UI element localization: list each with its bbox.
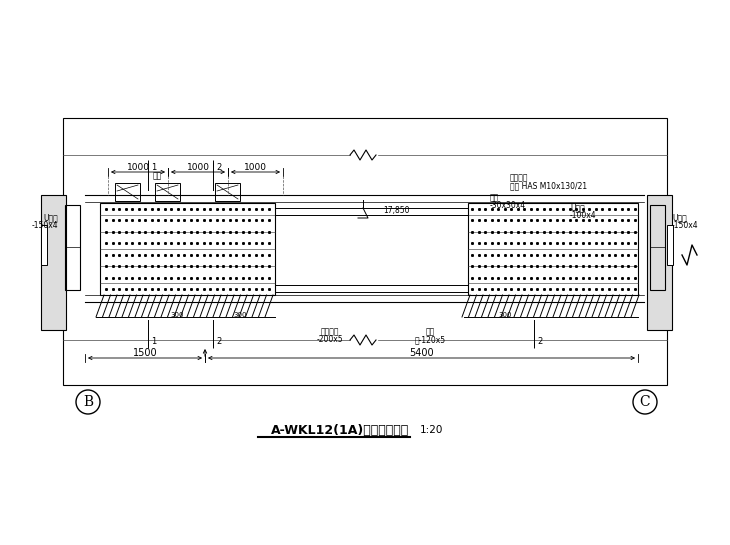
Text: -200x5: -200x5 bbox=[317, 336, 343, 344]
Text: 17,850: 17,850 bbox=[383, 205, 410, 215]
Bar bbox=[100, 203, 275, 295]
Bar bbox=[155, 183, 180, 201]
Text: 化学锚栓: 化学锚栓 bbox=[510, 173, 529, 183]
Text: B: B bbox=[83, 395, 93, 409]
Text: 锚栓 HAS M10x130/21: 锚栓 HAS M10x130/21 bbox=[510, 181, 587, 191]
Text: 1000: 1000 bbox=[186, 162, 210, 172]
Text: 2: 2 bbox=[216, 336, 221, 346]
Text: 加固钢板: 加固钢板 bbox=[320, 328, 339, 336]
Text: 5400: 5400 bbox=[410, 348, 434, 358]
Text: 1500: 1500 bbox=[133, 348, 157, 358]
Text: 300: 300 bbox=[499, 312, 512, 318]
Text: 1: 1 bbox=[151, 162, 156, 172]
Text: -100x4: -100x4 bbox=[570, 211, 596, 221]
Text: U形钢: U形钢 bbox=[672, 214, 687, 222]
Text: -150x4: -150x4 bbox=[31, 221, 58, 231]
Bar bbox=[215, 183, 240, 201]
Text: -30x30x4: -30x30x4 bbox=[490, 202, 526, 210]
Bar bbox=[63, 118, 667, 385]
Text: 1: 1 bbox=[151, 336, 156, 346]
Bar bbox=[65, 205, 80, 290]
Text: 钢板: 钢板 bbox=[426, 328, 434, 336]
Text: U形钢: U形钢 bbox=[43, 214, 58, 222]
Text: 钢板: 钢板 bbox=[490, 193, 499, 203]
Bar bbox=[650, 205, 665, 290]
Bar bbox=[468, 203, 638, 295]
Text: U形钢: U形钢 bbox=[570, 203, 585, 213]
Text: 1000: 1000 bbox=[244, 162, 267, 172]
Bar bbox=[41, 195, 66, 330]
Text: 两-120x5: 两-120x5 bbox=[415, 336, 445, 344]
Bar bbox=[667, 225, 673, 265]
Text: 300: 300 bbox=[234, 312, 247, 318]
Text: -150x4: -150x4 bbox=[672, 221, 699, 231]
Bar bbox=[115, 183, 140, 201]
Text: 1000: 1000 bbox=[126, 162, 150, 172]
Text: C: C bbox=[639, 395, 650, 409]
Bar bbox=[647, 195, 672, 330]
Text: 1:20: 1:20 bbox=[420, 425, 443, 435]
Bar bbox=[41, 225, 47, 265]
Text: 2: 2 bbox=[216, 162, 221, 172]
Text: 木楔: 木楔 bbox=[153, 172, 161, 180]
Text: 300: 300 bbox=[170, 312, 184, 318]
Text: A-WKL12(1A)粘钢加固图一: A-WKL12(1A)粘钢加固图一 bbox=[271, 423, 409, 437]
Text: 2: 2 bbox=[537, 336, 542, 346]
